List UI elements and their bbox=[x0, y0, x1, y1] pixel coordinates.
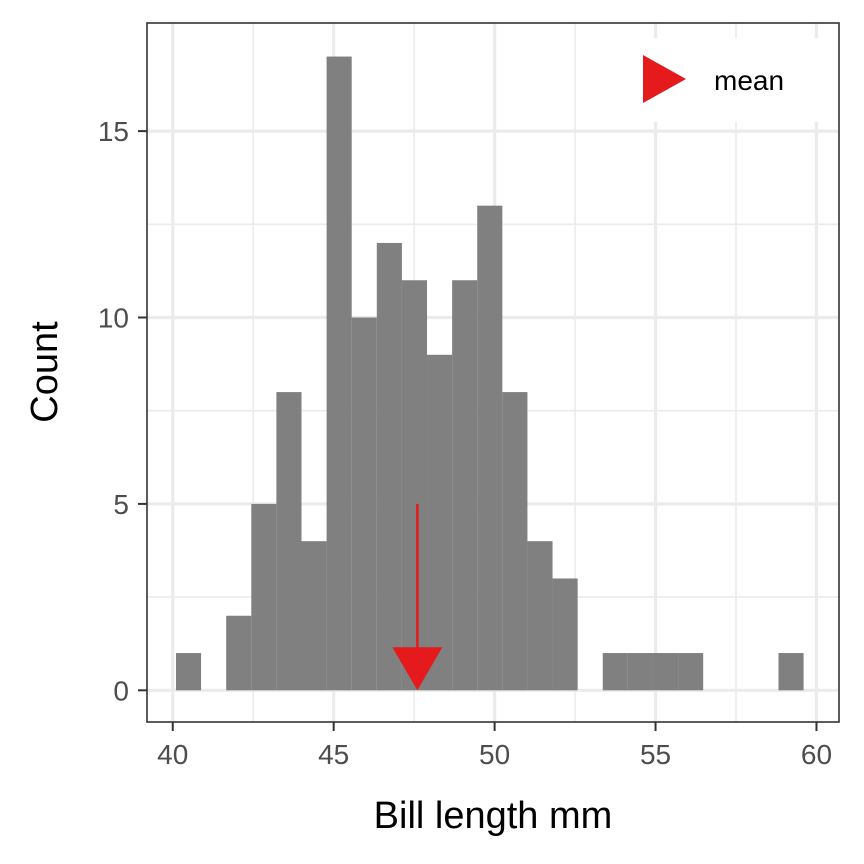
histogram-bar bbox=[627, 653, 653, 691]
histogram-bar bbox=[376, 242, 402, 691]
x-tick-label: 60 bbox=[801, 739, 832, 770]
histogram-bar bbox=[401, 280, 428, 691]
histogram-bar bbox=[527, 541, 553, 691]
x-axis-title: Bill length mm bbox=[374, 795, 613, 837]
histogram-bar bbox=[602, 653, 628, 691]
histogram-bars bbox=[175, 56, 804, 691]
histogram-bar bbox=[251, 503, 277, 691]
histogram-bar bbox=[452, 280, 478, 691]
histogram-bar bbox=[652, 653, 679, 691]
legend-label-mean: mean bbox=[714, 65, 784, 96]
histogram-bar bbox=[351, 317, 377, 691]
histogram-bar bbox=[276, 392, 302, 691]
histogram-bar bbox=[226, 615, 252, 691]
y-axis-title: Count bbox=[24, 321, 66, 423]
histogram-bar bbox=[502, 392, 528, 691]
y-tick-label: 10 bbox=[98, 303, 129, 334]
histogram-bar bbox=[427, 354, 453, 691]
histogram-bar bbox=[678, 653, 704, 691]
legend: mean bbox=[612, 38, 827, 122]
panel-border bbox=[146, 22, 840, 723]
y-tick-label: 5 bbox=[113, 489, 129, 520]
histogram-bar bbox=[778, 653, 804, 691]
histogram-bar bbox=[326, 56, 352, 691]
y-tick-label: 15 bbox=[98, 116, 129, 147]
histogram-bar bbox=[477, 205, 503, 691]
histogram-bar bbox=[301, 541, 327, 691]
axis-ticks: 40 45 50 55 60 0 5 10 15 bbox=[98, 116, 832, 770]
mean-marker-layer bbox=[392, 503, 443, 691]
x-tick-label: 40 bbox=[157, 739, 188, 770]
mean-arrow-head bbox=[392, 647, 443, 691]
x-tick-label: 55 bbox=[640, 739, 671, 770]
histogram-bar bbox=[552, 578, 578, 691]
x-tick-label: 50 bbox=[479, 739, 510, 770]
histogram-bar bbox=[175, 653, 202, 691]
legend-key-mean-triangle bbox=[643, 55, 686, 103]
x-tick-label: 45 bbox=[318, 739, 349, 770]
y-tick-label: 0 bbox=[113, 675, 129, 706]
